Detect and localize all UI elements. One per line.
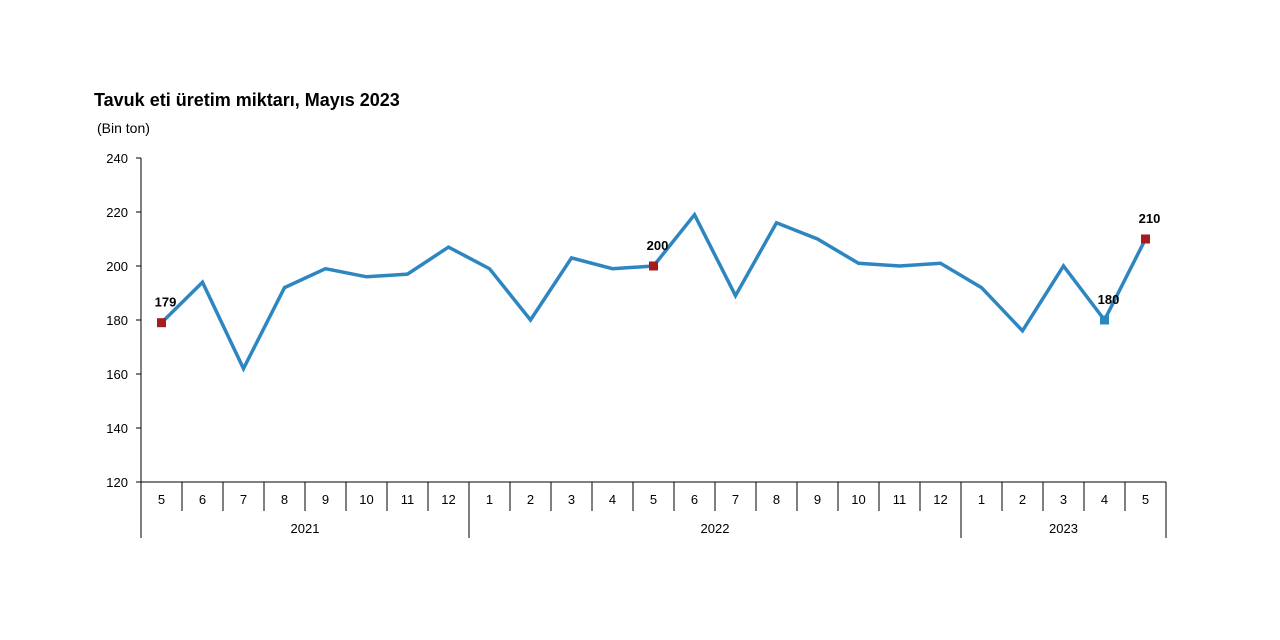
- y-tick-label: 240: [106, 151, 128, 166]
- y-tick-label: 120: [106, 475, 128, 490]
- highlight-marker: [649, 261, 658, 271]
- x-tick-label: 10: [359, 492, 373, 507]
- x-tick-label: 4: [609, 492, 616, 507]
- highlight-marker: [1141, 234, 1150, 244]
- data-label: 210: [1139, 211, 1161, 226]
- x-tick-label: 8: [281, 492, 288, 507]
- x-tick-label: 1: [486, 492, 493, 507]
- highlight-marker: [1100, 315, 1109, 325]
- x-tick-label: 6: [199, 492, 206, 507]
- year-label: 2022: [701, 521, 730, 536]
- y-tick-label: 140: [106, 421, 128, 436]
- x-tick-label: 10: [851, 492, 865, 507]
- x-tick-label: 11: [893, 492, 907, 507]
- x-tick-label: 12: [933, 492, 947, 507]
- y-tick-label: 180: [106, 313, 128, 328]
- x-tick-label: 9: [322, 492, 329, 507]
- x-tick-label: 8: [773, 492, 780, 507]
- year-label: 2023: [1049, 521, 1078, 536]
- x-tick-label: 3: [568, 492, 575, 507]
- x-tick-label: 6: [691, 492, 698, 507]
- x-tick-label: 4: [1101, 492, 1108, 507]
- y-axis-unit-label: (Bin ton): [97, 120, 150, 136]
- y-tick-label: 220: [106, 205, 128, 220]
- x-tick-label: 11: [401, 492, 415, 507]
- x-tick-label: 9: [814, 492, 821, 507]
- chart-title: Tavuk eti üretim miktarı, Mayıs 2023: [94, 90, 400, 110]
- data-label: 200: [647, 238, 669, 253]
- x-tick-label: 5: [1142, 492, 1149, 507]
- x-tick-label: 2: [1019, 492, 1026, 507]
- y-tick-label: 200: [106, 259, 128, 274]
- y-tick-label: 160: [106, 367, 128, 382]
- x-tick-label: 12: [441, 492, 455, 507]
- year-label: 2021: [291, 521, 320, 536]
- x-tick-label: 7: [732, 492, 739, 507]
- x-tick-label: 2: [527, 492, 534, 507]
- x-tick-label: 7: [240, 492, 247, 507]
- data-label: 180: [1098, 292, 1120, 307]
- x-tick-label: 5: [650, 492, 657, 507]
- x-tick-label: 5: [158, 492, 165, 507]
- x-tick-label: 3: [1060, 492, 1067, 507]
- data-label: 179: [155, 295, 177, 310]
- highlight-marker: [157, 318, 166, 328]
- x-tick-label: 1: [978, 492, 985, 507]
